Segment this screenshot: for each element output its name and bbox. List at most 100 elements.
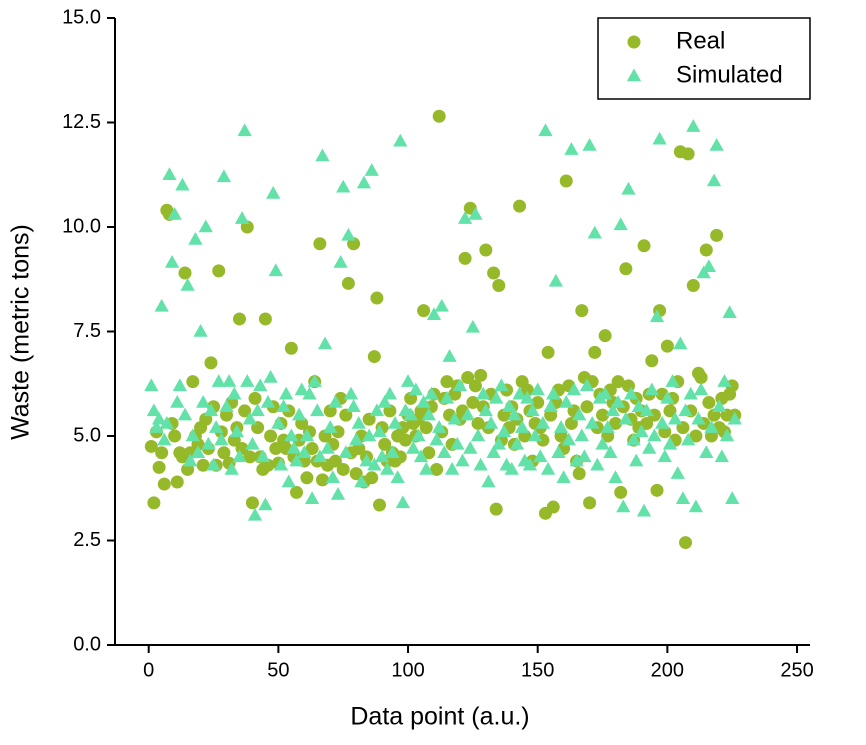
scatter-point bbox=[680, 432, 696, 446]
scatter-point bbox=[238, 404, 252, 418]
scatter-point bbox=[655, 415, 670, 429]
scatter-point bbox=[328, 395, 343, 408]
scatter-point bbox=[209, 420, 224, 433]
scatter-point bbox=[242, 411, 257, 425]
scatter-point bbox=[650, 483, 664, 497]
scatter-point bbox=[364, 163, 379, 176]
scatter-point bbox=[281, 474, 296, 488]
scatter-point bbox=[556, 470, 571, 484]
scatter-point bbox=[673, 336, 688, 350]
scatter-point bbox=[663, 404, 677, 418]
scatter-point bbox=[610, 395, 626, 408]
y-tick-label: 7.5 bbox=[73, 320, 101, 342]
y-tick-label: 0.0 bbox=[73, 633, 101, 655]
scatter-point bbox=[455, 453, 470, 467]
scatter-point bbox=[434, 298, 449, 312]
y-axis-label: Waste (metric tons) bbox=[7, 224, 35, 440]
scatter-point bbox=[583, 496, 597, 510]
scatter-point bbox=[559, 395, 574, 408]
scatter-point bbox=[679, 536, 693, 550]
scatter-point bbox=[315, 148, 330, 162]
scatter-point bbox=[527, 428, 543, 442]
scatter-point bbox=[520, 383, 534, 397]
scatter-point bbox=[727, 411, 742, 425]
scatter-point bbox=[694, 370, 708, 384]
scatter-point bbox=[198, 219, 213, 233]
scatter-point bbox=[421, 407, 436, 421]
scatter-point bbox=[546, 500, 560, 514]
scatter-point bbox=[596, 408, 610, 422]
scatter-point bbox=[471, 416, 485, 430]
scatter-point bbox=[286, 441, 302, 454]
scatter-point bbox=[313, 237, 327, 251]
scatter-point bbox=[719, 428, 735, 442]
scatter-point bbox=[609, 416, 623, 430]
scatter-point bbox=[533, 449, 548, 463]
scatter-point bbox=[146, 403, 162, 417]
scatter-point bbox=[338, 445, 353, 458]
scatter-point bbox=[154, 298, 169, 312]
scatter-point bbox=[219, 399, 234, 412]
scatter-point bbox=[221, 374, 237, 387]
scatter-point bbox=[370, 291, 384, 305]
x-tick-label: 100 bbox=[391, 659, 424, 681]
scatter-point bbox=[333, 255, 348, 268]
y-tick-label: 12.5 bbox=[62, 111, 101, 133]
scatter-point bbox=[250, 403, 265, 417]
scatter-point bbox=[240, 374, 255, 387]
scatter-point bbox=[336, 179, 351, 193]
scatter-point bbox=[367, 457, 382, 471]
scatter-point bbox=[595, 436, 610, 450]
scatter-point bbox=[398, 433, 412, 447]
scatter-point bbox=[548, 273, 563, 287]
scatter-point bbox=[689, 429, 703, 443]
scatter-point bbox=[264, 429, 278, 443]
scatter-point bbox=[183, 453, 198, 467]
scatter-point bbox=[343, 386, 359, 400]
scatter-point bbox=[504, 461, 519, 475]
scatter-point bbox=[307, 374, 322, 387]
scatter-point bbox=[300, 471, 314, 485]
scatter-point bbox=[647, 428, 662, 442]
scatter-point bbox=[430, 462, 444, 476]
scatter-point bbox=[369, 403, 385, 417]
scatter-point bbox=[465, 319, 480, 333]
scatter-point bbox=[652, 131, 667, 145]
scatter-point bbox=[245, 496, 259, 510]
x-tick-label: 150 bbox=[521, 659, 554, 681]
scatter-point bbox=[645, 354, 659, 368]
scatter-point bbox=[304, 491, 320, 504]
scatter-point bbox=[217, 446, 231, 460]
scatter-point bbox=[167, 206, 182, 220]
scatter-point bbox=[424, 386, 439, 400]
scatter-point bbox=[186, 375, 200, 389]
scatter-point bbox=[323, 420, 338, 433]
scatter-point bbox=[320, 441, 335, 454]
scatter-point bbox=[416, 395, 431, 408]
scatter-point bbox=[457, 211, 473, 224]
scatter-point bbox=[492, 279, 506, 293]
scatter-point bbox=[553, 420, 569, 433]
scatter-point bbox=[263, 369, 278, 383]
scatter-point bbox=[439, 390, 455, 404]
scatter-point bbox=[330, 487, 346, 500]
scatter-point bbox=[196, 395, 211, 408]
scatter-point bbox=[206, 457, 221, 471]
scatter-point bbox=[390, 470, 405, 484]
scatter-point bbox=[429, 432, 444, 446]
x-tick-label: 50 bbox=[267, 659, 289, 681]
scatter-point bbox=[273, 457, 289, 471]
scatter-point bbox=[639, 403, 654, 417]
scatter-point bbox=[660, 339, 674, 353]
scatter-point bbox=[374, 449, 390, 463]
scatter-point bbox=[144, 439, 158, 453]
scatter-point bbox=[649, 309, 665, 323]
scatter-point bbox=[513, 199, 527, 213]
scatter-point bbox=[613, 217, 628, 231]
scatter-point bbox=[151, 411, 167, 425]
scatter-point bbox=[382, 386, 398, 400]
scatter-point bbox=[437, 445, 452, 458]
scatter-point bbox=[442, 349, 457, 362]
scatter-point bbox=[157, 477, 171, 491]
scatter-point bbox=[406, 441, 421, 454]
